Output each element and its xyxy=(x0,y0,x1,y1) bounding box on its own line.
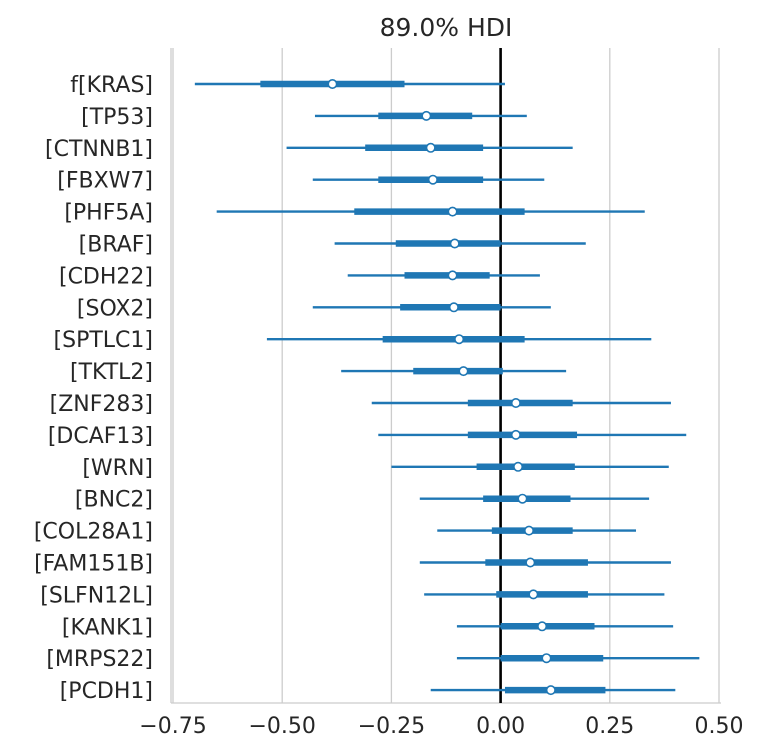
mean-marker xyxy=(447,206,458,217)
mean-marker xyxy=(541,653,552,664)
forest-row-4 xyxy=(216,206,645,217)
x-tick-label-2: −0.25 xyxy=(358,714,425,739)
chart-title: 89.0% HDI xyxy=(380,13,513,42)
y-tick-label-13: [BNC2] xyxy=(75,488,153,513)
forest-row-8 xyxy=(266,334,652,345)
forest-row-5 xyxy=(334,238,586,249)
y-tick-label-6: [CDH22] xyxy=(59,264,153,289)
forest-row-6 xyxy=(347,270,540,281)
y-tick-label-7: [SOX2] xyxy=(77,296,153,321)
x-tick-label-0: −0.75 xyxy=(139,714,206,739)
mean-marker xyxy=(525,557,536,568)
mean-marker xyxy=(545,685,556,696)
mean-marker xyxy=(517,493,528,504)
forest-row-1 xyxy=(314,110,527,121)
forest-rows xyxy=(194,79,700,696)
forest-row-11 xyxy=(378,429,687,440)
y-tick-label-12: [WRN] xyxy=(82,456,153,481)
forest-row-10 xyxy=(371,397,671,408)
forest-row-16 xyxy=(424,589,665,600)
forest-row-2 xyxy=(286,142,573,153)
y-tick-label-16: [SLFN12L] xyxy=(40,583,153,608)
y-tick-label-9: [TKTL2] xyxy=(70,360,153,385)
y-tick-label-5: [BRAF] xyxy=(79,233,153,258)
mean-marker xyxy=(425,142,436,153)
mean-marker xyxy=(537,621,548,632)
forest-row-13 xyxy=(419,493,650,504)
forest-row-19 xyxy=(430,685,676,696)
mean-marker xyxy=(454,334,465,345)
y-tick-label-4: [PHF5A] xyxy=(64,201,153,226)
x-tick-label-4: 0.25 xyxy=(585,714,634,739)
y-tick-label-0: f[KRAS] xyxy=(70,73,153,98)
forest-row-17 xyxy=(456,621,674,632)
forest-row-3 xyxy=(312,174,545,185)
forest-row-14 xyxy=(437,525,637,536)
y-tick-label-11: [DCAF13] xyxy=(48,424,153,449)
mean-marker xyxy=(327,79,338,90)
y-tick-label-17: [KANK1] xyxy=(62,615,153,640)
x-tick-label-1: −0.50 xyxy=(248,714,315,739)
y-tick-labels: f[KRAS] [TP53] [CTNNB1] [FBXW7] [PHF5A] [BRAF… xyxy=(34,73,153,704)
mean-marker xyxy=(513,461,524,472)
forest-row-15 xyxy=(419,557,671,568)
y-tick-label-2: [CTNNB1] xyxy=(45,137,153,162)
y-tick-label-15: [FAM151B] xyxy=(34,552,153,577)
mean-marker xyxy=(510,397,521,408)
mean-marker xyxy=(510,429,521,440)
mean-marker xyxy=(528,589,539,600)
mean-marker xyxy=(458,366,469,377)
y-tick-label-1: [TP53] xyxy=(81,105,153,130)
forest-row-9 xyxy=(341,366,567,377)
mean-marker xyxy=(427,174,438,185)
mean-marker xyxy=(447,270,458,281)
y-tick-label-8: [SPTLC1] xyxy=(54,328,153,353)
forest-row-7 xyxy=(312,302,551,313)
mean-marker xyxy=(523,525,534,536)
forest-row-12 xyxy=(391,461,669,472)
y-tick-label-10: [ZNF283] xyxy=(50,392,153,417)
x-tick-labels: −0.75 −0.50 −0.25 0.00 0.25 0.50 xyxy=(139,714,743,739)
mean-marker xyxy=(448,302,459,313)
y-tick-label-19: [PCDH1] xyxy=(60,679,153,704)
mean-marker xyxy=(421,110,432,121)
y-tick-label-18: [MRPS22] xyxy=(46,647,153,672)
x-tick-label-3: 0.00 xyxy=(476,714,525,739)
forest-row-0 xyxy=(194,79,505,90)
mean-marker xyxy=(449,238,460,249)
y-tick-label-3: [FBXW7] xyxy=(57,169,153,194)
y-tick-label-14: [COL28A1] xyxy=(34,520,153,545)
x-tick-label-5: 0.50 xyxy=(695,714,744,739)
forest-row-18 xyxy=(456,653,700,664)
